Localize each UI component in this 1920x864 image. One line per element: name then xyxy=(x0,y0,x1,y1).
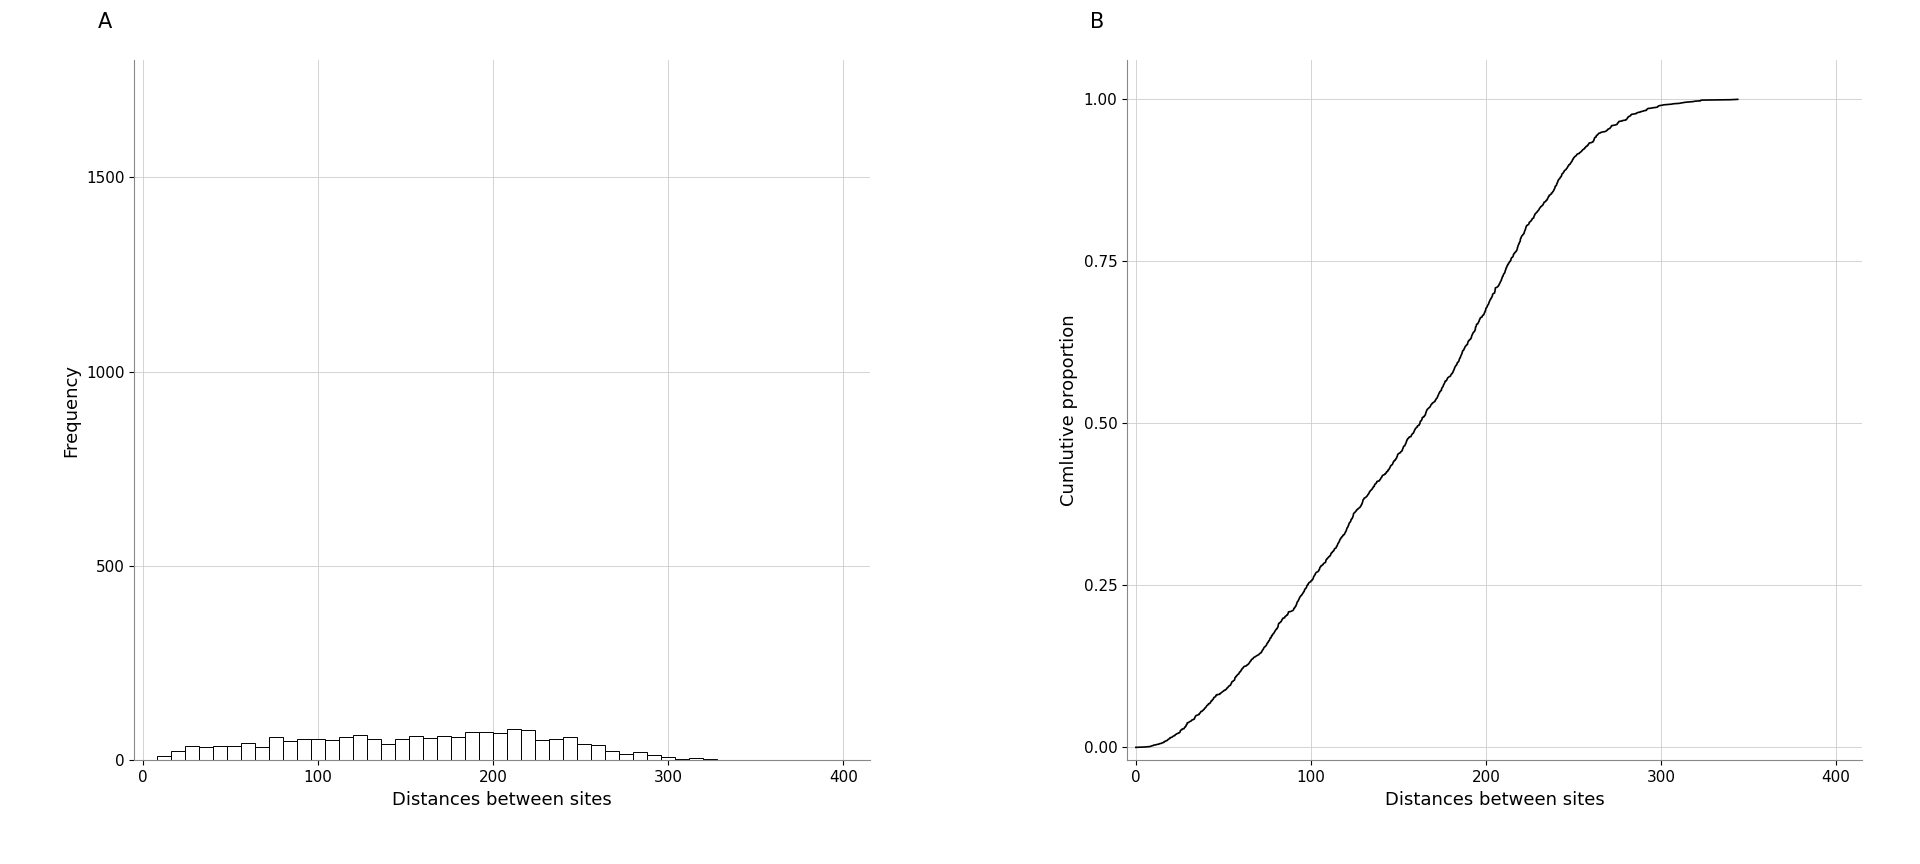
Bar xyxy=(465,732,480,760)
Bar xyxy=(536,740,549,760)
Bar xyxy=(605,751,620,760)
Bar xyxy=(438,736,451,760)
Bar xyxy=(382,744,396,760)
Y-axis label: Cumlutive proportion: Cumlutive proportion xyxy=(1060,314,1077,506)
Bar xyxy=(242,743,255,760)
Bar xyxy=(171,751,184,760)
Bar xyxy=(409,736,422,760)
Bar xyxy=(298,739,311,760)
Bar xyxy=(367,739,382,760)
Bar xyxy=(200,746,213,760)
Bar xyxy=(396,740,409,760)
Bar xyxy=(255,746,269,760)
Bar xyxy=(340,737,353,760)
Bar xyxy=(184,746,200,760)
Bar xyxy=(480,732,493,760)
Bar xyxy=(422,738,438,760)
Bar xyxy=(507,729,522,760)
Bar xyxy=(493,734,507,760)
Bar xyxy=(157,756,171,760)
Bar xyxy=(676,759,689,760)
Bar xyxy=(269,737,284,760)
Bar xyxy=(227,746,242,760)
Bar xyxy=(549,740,563,760)
Bar xyxy=(703,759,718,760)
Bar xyxy=(284,741,298,760)
X-axis label: Distances between sites: Distances between sites xyxy=(1384,791,1605,809)
Bar xyxy=(324,740,340,760)
X-axis label: Distances between sites: Distances between sites xyxy=(392,791,612,809)
Bar xyxy=(311,739,324,760)
Bar xyxy=(647,755,660,760)
Bar xyxy=(563,737,578,760)
Bar xyxy=(451,737,465,760)
Bar xyxy=(591,745,605,760)
Bar xyxy=(522,729,536,760)
Text: A: A xyxy=(98,12,111,33)
Bar xyxy=(634,753,647,760)
Bar xyxy=(620,754,634,760)
Bar xyxy=(689,759,703,760)
Text: B: B xyxy=(1091,12,1104,33)
Bar xyxy=(353,734,367,760)
Bar xyxy=(213,746,227,760)
Y-axis label: Frequency: Frequency xyxy=(63,364,81,457)
Bar xyxy=(578,744,591,760)
Bar xyxy=(660,757,676,760)
